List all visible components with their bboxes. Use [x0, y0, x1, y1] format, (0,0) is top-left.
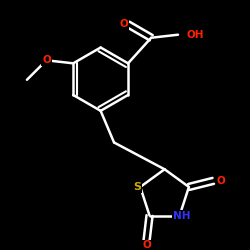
Text: O: O	[42, 55, 51, 65]
Text: S: S	[133, 182, 141, 192]
Text: O: O	[217, 176, 226, 186]
Text: NH: NH	[173, 210, 191, 220]
Text: OH: OH	[186, 30, 204, 40]
Text: O: O	[120, 19, 128, 29]
Text: O: O	[142, 240, 151, 250]
